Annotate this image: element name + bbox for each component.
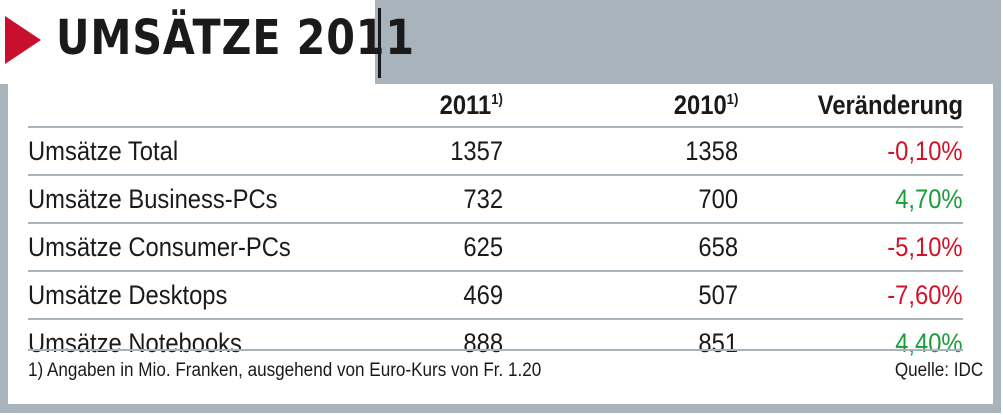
source-credit: Quelle: IDC [894,360,983,381]
row-value-2011: 625 [463,231,503,262]
row-value-2011: 732 [463,183,503,214]
row-value-2011: 888 [463,327,503,358]
table-row: Umsätze Consumer-PCs 625 658 -5,10% [28,222,963,271]
table-body: 20111) 20101) Veränderung Umsätze Total … [8,84,993,404]
header-2011: 20111) [408,84,503,127]
row-change: -5,10% [887,231,963,262]
page-title: UMSÄTZE 2011 [56,10,415,66]
row-value-2011: 469 [463,279,503,310]
row-change: 4,40% [895,327,963,358]
row-value-2010: 1358 [685,135,738,166]
row-change: -0,10% [887,135,963,166]
header-bar: UMSÄTZE 2011 [0,0,1001,84]
row-value-2010: 507 [698,279,738,310]
row-change: 4,70% [895,183,963,214]
row-label: Umsätze Notebooks [28,327,242,358]
title-box: UMSÄTZE 2011 [0,0,414,84]
header-2011-note: 1) [491,90,503,108]
footnote: 1) Angaben in Mio. Franken, ausgehend vo… [28,360,542,381]
table-row: Umsätze Business-PCs 732 700 4,70% [28,174,963,223]
row-label: Umsätze Desktops [28,279,228,310]
table-row: Umsätze Notebooks 888 851 4,40% [28,318,963,366]
row-label: Umsätze Consumer-PCs [28,231,291,262]
sales-table: 20111) 20101) Veränderung Umsätze Total … [28,84,963,366]
title-divider [378,8,381,78]
row-label: Umsätze Total [28,135,179,166]
row-value-2011: 1357 [450,135,503,166]
arrow-icon [5,16,41,64]
footer-divider [28,349,963,351]
table-header-row: 20111) 20101) Veränderung [28,84,963,127]
header-2010: 20101) [503,84,738,127]
table-row: Umsätze Desktops 469 507 -7,60% [28,270,963,319]
header-change: Veränderung [738,84,963,127]
header-change-text: Veränderung [817,89,963,120]
header-2011-text: 2011 [439,89,492,120]
row-value-2010: 851 [698,327,738,358]
header-2010-note: 1) [726,90,738,108]
table-row: Umsätze Total 1357 1358 -0,10% [28,126,963,175]
row-value-2010: 658 [698,231,738,262]
row-label: Umsätze Business-PCs [28,183,278,214]
row-change: -7,60% [887,279,963,310]
header-2010-text: 2010 [673,89,727,120]
row-value-2010: 700 [698,183,738,214]
header-label [28,84,408,127]
